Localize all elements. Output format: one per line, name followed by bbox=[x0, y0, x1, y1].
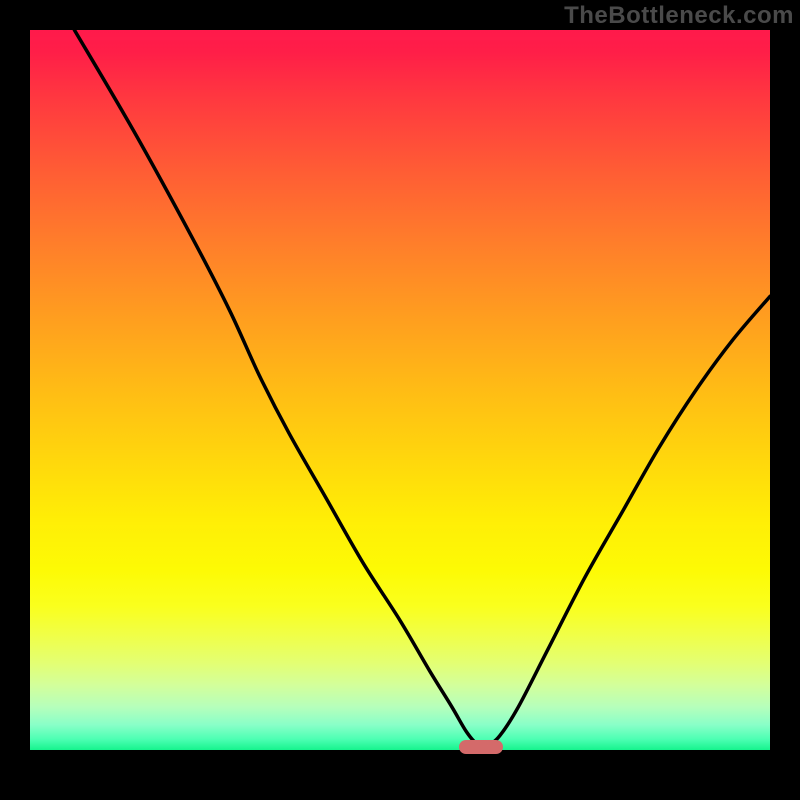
bottleneck-curve bbox=[30, 30, 770, 750]
plot-area bbox=[30, 30, 770, 750]
watermark-text: TheBottleneck.com bbox=[564, 2, 794, 30]
chart-container: TheBottleneck.com bbox=[0, 0, 800, 800]
curve-path bbox=[74, 30, 770, 746]
optimal-range-marker bbox=[459, 740, 503, 754]
